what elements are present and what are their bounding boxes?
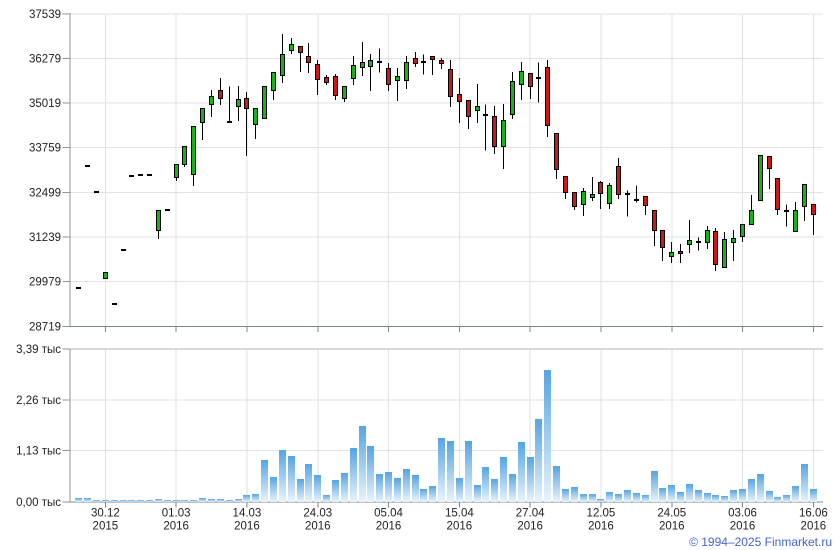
svg-text:2016: 2016 <box>588 521 614 533</box>
svg-text:2015: 2015 <box>93 521 119 533</box>
svg-text:01.03: 01.03 <box>162 508 191 520</box>
svg-text:16.06: 16.06 <box>799 508 828 520</box>
svg-text:15.04: 15.04 <box>445 508 474 520</box>
svg-text:37539: 37539 <box>29 9 61 21</box>
svg-text:12.05: 12.05 <box>587 508 616 520</box>
svg-text:2016: 2016 <box>305 521 331 533</box>
svg-text:2016: 2016 <box>801 521 827 533</box>
svg-text:33759: 33759 <box>29 143 61 155</box>
svg-text:2,26 тыс: 2,26 тыс <box>16 395 61 407</box>
svg-text:2016: 2016 <box>659 521 685 533</box>
svg-text:2016: 2016 <box>517 521 543 533</box>
svg-text:24.05: 24.05 <box>657 508 686 520</box>
svg-text:14.03: 14.03 <box>233 508 262 520</box>
svg-text:2016: 2016 <box>163 521 189 533</box>
svg-text:2016: 2016 <box>730 521 756 533</box>
svg-text:36279: 36279 <box>29 54 61 66</box>
svg-text:03.06: 03.06 <box>728 508 757 520</box>
svg-text:© 1994–2025 Finmarket.ru: © 1994–2025 Finmarket.ru <box>689 535 832 549</box>
svg-text:05.04: 05.04 <box>374 508 403 520</box>
svg-text:27.04: 27.04 <box>516 508 545 520</box>
svg-text:35019: 35019 <box>29 98 61 110</box>
svg-text:32499: 32499 <box>29 187 61 199</box>
svg-text:0,00 тыс: 0,00 тыс <box>16 497 61 509</box>
svg-text:2016: 2016 <box>234 521 260 533</box>
svg-text:2016: 2016 <box>447 521 473 533</box>
svg-text:30.12: 30.12 <box>91 508 120 520</box>
svg-text:3,39 тыс: 3,39 тыс <box>16 344 61 356</box>
svg-text:24.03: 24.03 <box>303 508 332 520</box>
svg-text:1,13 тыс: 1,13 тыс <box>16 446 61 458</box>
svg-text:28719: 28719 <box>29 322 61 334</box>
svg-text:2016: 2016 <box>376 521 402 533</box>
svg-text:31239: 31239 <box>29 232 61 244</box>
svg-text:29979: 29979 <box>29 276 61 288</box>
